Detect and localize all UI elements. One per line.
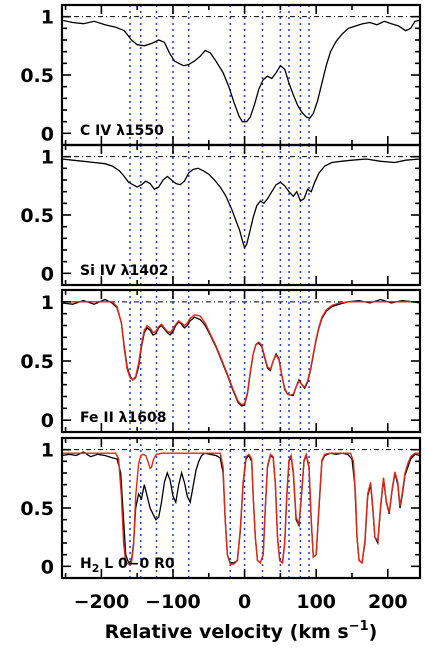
panel-label-text: Si IV λ1402 — [80, 263, 169, 279]
observed-spectrum — [61, 158, 421, 250]
x-axis-label: Relative velocity (km s−1) — [105, 619, 378, 643]
panels-group: 0 0.5 1 C IV λ1550 0 0.5 1 Si IV λ1402 0 0.5 1 Fe I… — [20, 3, 422, 580]
x-tick-label: 100 — [296, 591, 336, 613]
panel-4: 0 0.5 1 H2 L 0−0 R0 — [20, 436, 422, 580]
panel-label-subscript: 2 — [92, 562, 100, 575]
observed-spectrum — [61, 19, 421, 123]
y-tick-label: 0 — [41, 263, 54, 285]
x-tick-label: −200 — [74, 591, 130, 613]
y-tick-label: 0.5 — [20, 205, 54, 227]
x-tick-label: −100 — [145, 591, 201, 613]
y-tick-label: 1 — [41, 440, 54, 462]
panel-label: C IV λ1550 — [80, 123, 164, 139]
model-fit — [62, 301, 420, 406]
panel-label: Fe II λ1608 — [80, 410, 166, 426]
y-tick-label: 0.5 — [20, 498, 54, 520]
x-axis: −200 −100 0 100 200 — [74, 591, 408, 613]
panel-label-text: Fe II λ1608 — [80, 410, 166, 426]
panel-label-text: C IV λ1550 — [80, 123, 164, 139]
y-tick-label: 1 — [41, 147, 54, 169]
panel-label-rest: L 0−0 R0 — [99, 556, 175, 572]
panel-label-text: H — [80, 556, 92, 572]
model-fit — [62, 451, 420, 565]
x-tick-label: 0 — [238, 591, 251, 613]
x-tick-label: 200 — [368, 591, 408, 613]
y-tick-label: 0.5 — [20, 351, 54, 373]
panel-1: 0 0.5 1 C IV λ1550 — [20, 3, 422, 147]
panel-3: 0 0.5 1 Fe II λ1608 — [20, 288, 422, 434]
y-tick-label: 0 — [41, 123, 54, 145]
y-tick-label: 0 — [41, 410, 54, 432]
y-tick-label: 1 — [41, 292, 54, 314]
observed-spectrum — [61, 298, 421, 407]
y-tick-label: 0.5 — [20, 65, 54, 87]
panel-label: H2 L 0−0 R0 — [80, 556, 175, 575]
y-tick-label: 1 — [41, 7, 54, 29]
y-tick-label: 0 — [41, 556, 54, 578]
panel-label: Si IV λ1402 — [80, 263, 169, 279]
panel-2: 0 0.5 1 Si IV λ1402 — [20, 143, 422, 287]
